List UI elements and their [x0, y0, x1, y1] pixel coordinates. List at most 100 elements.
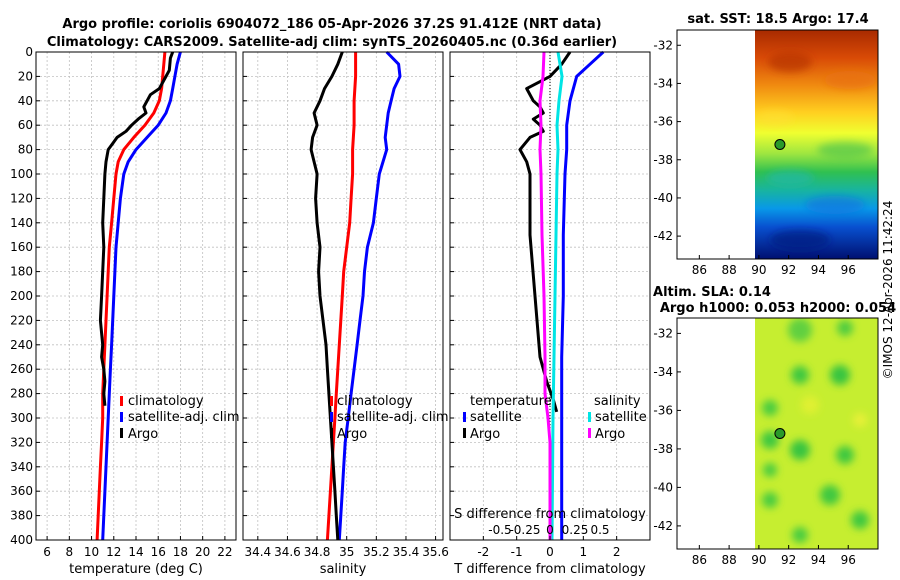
x-tick-label: 1: [580, 545, 588, 559]
longitude-tick-label: 86: [692, 263, 707, 277]
longitude-tick-label: 90: [751, 263, 766, 277]
depth-tick-label: 0: [25, 45, 33, 59]
depth-tick-label: 400: [10, 533, 33, 547]
depth-tick-label: 20: [18, 69, 33, 83]
legend-swatch-satellite: [330, 412, 333, 422]
sst-map-ticks: 86 88 90 92 94 96 -32 -34 -36 -38 -40 -42: [653, 38, 855, 277]
latitude-tick-label: -34: [653, 76, 673, 90]
longitude-tick-label: 96: [841, 553, 856, 567]
s-difference-tick-label: -0.25: [509, 523, 540, 537]
longitude-tick-label: 96: [841, 263, 856, 277]
x-tick-label: 18: [173, 545, 188, 559]
depth-tick-label: 120: [10, 191, 33, 205]
x-tick-label: 6: [43, 545, 51, 559]
legend-label-sal-argo: Argo: [595, 427, 625, 442]
latitude-tick-label: -42: [653, 229, 673, 243]
sst-map-title: sat. SST: 18.5 Argo: 17.4: [687, 12, 868, 27]
s-difference-tick-label: 0.5: [590, 523, 609, 537]
sst-map-frame: [676, 29, 879, 260]
x-tick-label: 35.6: [422, 545, 449, 559]
s-difference-tick-labels: -0.5-0.25 0 0.25 0.5: [488, 523, 609, 537]
depth-tick-label: 280: [10, 387, 33, 401]
series-line-temperature-satellite: [560, 50, 605, 540]
x-tick-label: 16: [151, 545, 166, 559]
series-line-satellite-adj-clim: [337, 50, 402, 541]
legend-swatch-argo: [330, 428, 333, 438]
sla-field: [755, 318, 878, 549]
series-line-temperature-argo: [518, 51, 572, 413]
legend-swatch-temp-satellite: [463, 412, 466, 422]
legend-swatch-argo: [120, 428, 123, 438]
sst-map-panel: sat. SST: 18.5 Argo: 17.4 86 88 90 92 94 96 -3…: [653, 12, 879, 277]
latitude-tick-label: -38: [653, 153, 673, 167]
x-tick-label: 34.4: [244, 545, 271, 559]
legend-label-satellite: satellite-adj. clim: [337, 410, 449, 425]
difference-xlabel: T difference from climatology: [453, 562, 646, 577]
salinity-legend: climatology satellite-adj. clim Argo: [330, 394, 449, 442]
legend-swatch-climatology: [120, 396, 123, 406]
temperature-legend: climatology satellite-adj. clim Argo: [120, 394, 240, 442]
latitude-tick-label: -32: [653, 38, 673, 52]
x-tick-label: 2: [613, 545, 621, 559]
series-line-salinity-argo: [538, 51, 552, 540]
x-tick-label: 0: [546, 545, 554, 559]
depth-tick-label: 240: [10, 338, 33, 352]
series-line-salinity-satellite: [550, 51, 564, 541]
depth-tick-label: 260: [10, 362, 33, 376]
longitude-tick-label: 92: [781, 553, 796, 567]
salinity-ticks: 34.4 34.6 34.8 35 35.2 35.4 35.6: [243, 51, 449, 559]
depth-tick-label: 60: [18, 118, 33, 132]
legend-title-salinity: salinity: [594, 394, 641, 409]
temperature-grid: [36, 51, 236, 541]
latitude-tick-label: -32: [653, 326, 673, 340]
sla-map-frame: [676, 317, 879, 550]
depth-tick-label: 100: [10, 167, 33, 181]
latitude-tick-label: -38: [653, 442, 673, 456]
longitude-tick-label: 88: [721, 553, 736, 567]
salinity-panel: 34.4 34.6 34.8 35 35.2 35.4 35.6 salinity clim…: [242, 50, 449, 577]
longitude-tick-label: 92: [781, 263, 796, 277]
legend-swatch-sal-satellite: [588, 412, 591, 422]
longitude-tick-label: 94: [811, 263, 826, 277]
difference-legend: temperature satellite Argo salinity sate…: [463, 394, 647, 442]
longitude-tick-label: 94: [811, 553, 826, 567]
series-line-argo: [309, 51, 344, 541]
depth-tick-label: 380: [10, 509, 33, 523]
x-tick-label: 35.4: [393, 545, 420, 559]
latitude-tick-label: -36: [653, 403, 673, 417]
legend-swatch-climatology: [330, 396, 333, 406]
latitude-tick-label: -36: [653, 115, 673, 129]
latitude-tick-label: -42: [653, 519, 673, 533]
title-line-2: Climatology: CARS2009. Satellite-adj cli…: [47, 35, 617, 50]
sla-map-panel: Altim. SLA: 0.14 Argo h1000: 0.053 h2000…: [653, 285, 896, 567]
temperature-ticks: 6 8 10 12 14 16 18 20 22020406080100120140160180…: [10, 45, 232, 559]
legend-label-climatology: climatology: [128, 394, 204, 409]
legend-label-temp-satellite: satellite: [470, 410, 522, 425]
legend-label-satellite: satellite-adj. clim: [128, 410, 240, 425]
x-tick-label: 14: [128, 545, 143, 559]
imos-timestamp: ©IMOS 12-Apr-2026 11:42:24: [881, 201, 895, 380]
sla-map-ticks: 86 88 90 92 94 96 -32 -34 -36 -38 -40 -42: [653, 326, 855, 567]
difference-series: [518, 50, 605, 541]
depth-tick-label: 160: [10, 240, 33, 254]
x-tick-label: 34.8: [304, 545, 331, 559]
longitude-tick-label: 86: [692, 553, 707, 567]
salinity-series: [309, 50, 402, 541]
s-difference-label: S difference from climatology: [454, 507, 646, 522]
x-tick-label: -2: [477, 545, 489, 559]
series-line-satellite-adj-clim: [101, 51, 182, 541]
sla-map-title: Altim. SLA: 0.14: [653, 285, 771, 300]
series-line-argo: [98, 51, 175, 406]
legend-swatch-sal-argo: [588, 428, 591, 438]
depth-tick-label: 300: [10, 411, 33, 425]
sla-texture: [761, 318, 869, 543]
legend-label-climatology: climatology: [337, 394, 413, 409]
sst-texture: [757, 52, 876, 250]
legend-title-temperature: temperature: [470, 394, 552, 409]
temperature-xlabel: temperature (deg C): [69, 562, 203, 577]
depth-tick-label: 360: [10, 484, 33, 498]
argo-float-marker: [774, 139, 786, 150]
legend-label-argo: Argo: [337, 427, 367, 442]
legend-swatch-satellite: [120, 412, 123, 422]
